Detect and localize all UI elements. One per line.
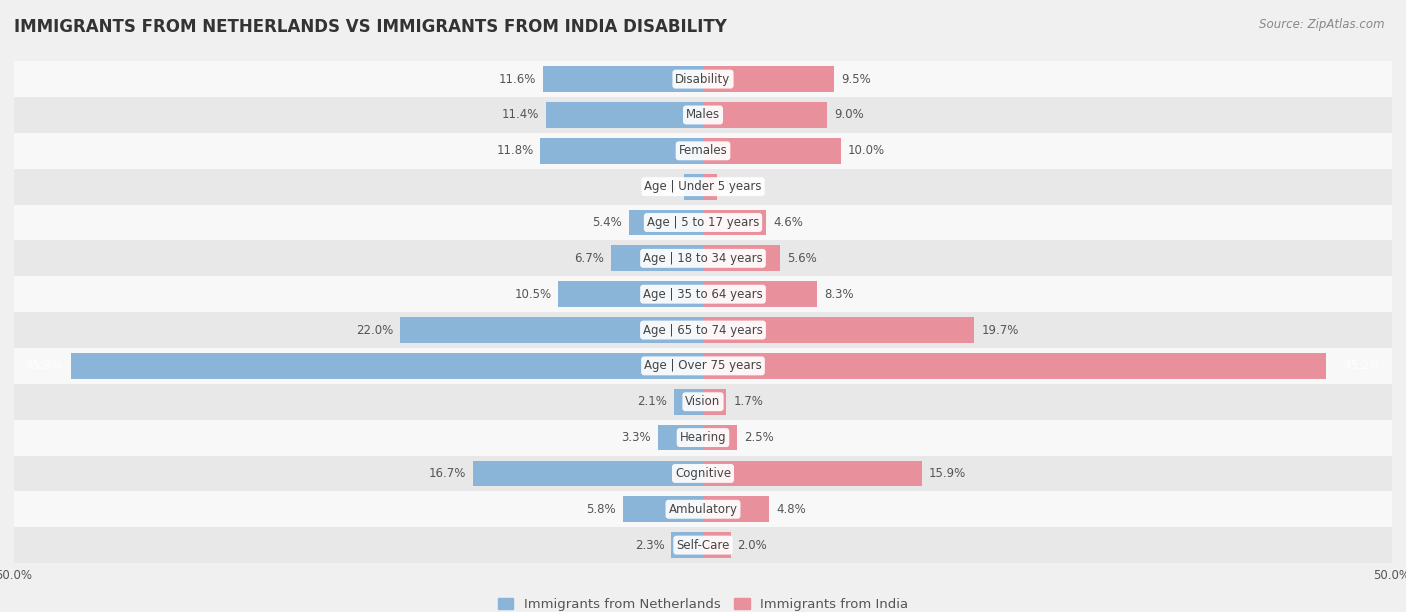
Text: 2.5%: 2.5% [744,431,775,444]
Bar [14,384,1392,420]
Text: Hearing: Hearing [679,431,727,444]
Bar [703,389,727,415]
Text: 45.2%: 45.2% [1344,359,1381,372]
Text: 2.3%: 2.3% [634,539,665,551]
Bar [703,282,817,307]
Bar [610,245,703,271]
Text: 16.7%: 16.7% [429,467,465,480]
Text: Vision: Vision [685,395,721,408]
Text: 6.7%: 6.7% [574,252,603,265]
Bar [703,532,731,558]
Bar [14,312,1392,348]
Text: 10.0%: 10.0% [848,144,884,157]
Bar [703,66,834,92]
Text: 45.9%: 45.9% [25,359,62,372]
Text: Ambulatory: Ambulatory [668,503,738,516]
Bar [671,532,703,558]
Text: 5.8%: 5.8% [586,503,616,516]
Bar [703,138,841,164]
Bar [546,102,703,128]
Text: Females: Females [679,144,727,157]
Bar [658,425,703,450]
Text: 11.8%: 11.8% [496,144,533,157]
Legend: Immigrants from Netherlands, Immigrants from India: Immigrants from Netherlands, Immigrants … [492,593,914,612]
Text: 1.0%: 1.0% [724,180,754,193]
Bar [70,353,703,379]
Bar [623,496,703,522]
Bar [703,209,766,236]
Bar [628,209,703,236]
Text: Cognitive: Cognitive [675,467,731,480]
Text: 8.3%: 8.3% [824,288,853,300]
Text: IMMIGRANTS FROM NETHERLANDS VS IMMIGRANTS FROM INDIA DISABILITY: IMMIGRANTS FROM NETHERLANDS VS IMMIGRANT… [14,18,727,36]
Bar [703,174,717,200]
Text: Age | Under 5 years: Age | Under 5 years [644,180,762,193]
Bar [14,455,1392,491]
Text: 4.8%: 4.8% [776,503,806,516]
Text: 10.5%: 10.5% [515,288,551,300]
Bar [14,133,1392,169]
Text: 19.7%: 19.7% [981,324,1019,337]
Text: Age | 35 to 64 years: Age | 35 to 64 years [643,288,763,300]
Text: 11.6%: 11.6% [499,73,536,86]
Bar [558,282,703,307]
Text: 9.0%: 9.0% [834,108,863,121]
Bar [703,425,738,450]
Text: 1.4%: 1.4% [647,180,676,193]
Bar [703,102,827,128]
Bar [703,353,1326,379]
Text: 9.5%: 9.5% [841,73,870,86]
Bar [14,97,1392,133]
Text: Males: Males [686,108,720,121]
Bar [14,61,1392,97]
Bar [703,496,769,522]
Text: 15.9%: 15.9% [929,467,966,480]
Bar [543,66,703,92]
Bar [14,169,1392,204]
Bar [14,527,1392,563]
Bar [540,138,703,164]
Text: Age | 5 to 17 years: Age | 5 to 17 years [647,216,759,229]
Text: 11.4%: 11.4% [502,108,538,121]
Text: Self-Care: Self-Care [676,539,730,551]
Text: Age | 18 to 34 years: Age | 18 to 34 years [643,252,763,265]
Text: 5.6%: 5.6% [787,252,817,265]
Text: 5.4%: 5.4% [592,216,621,229]
Text: 3.3%: 3.3% [621,431,651,444]
Text: Age | 65 to 74 years: Age | 65 to 74 years [643,324,763,337]
Bar [14,420,1392,455]
Bar [14,348,1392,384]
Text: Disability: Disability [675,73,731,86]
Bar [673,389,703,415]
Bar [14,241,1392,276]
Text: 2.0%: 2.0% [738,539,768,551]
Bar [703,460,922,487]
Bar [472,460,703,487]
Text: 1.7%: 1.7% [734,395,763,408]
Bar [683,174,703,200]
Bar [703,245,780,271]
Bar [14,276,1392,312]
Text: 2.1%: 2.1% [637,395,668,408]
Bar [14,204,1392,241]
Text: Source: ZipAtlas.com: Source: ZipAtlas.com [1260,18,1385,31]
Bar [703,317,974,343]
Text: 22.0%: 22.0% [356,324,392,337]
Text: Age | Over 75 years: Age | Over 75 years [644,359,762,372]
Bar [399,317,703,343]
Text: 4.6%: 4.6% [773,216,803,229]
Bar [14,491,1392,527]
